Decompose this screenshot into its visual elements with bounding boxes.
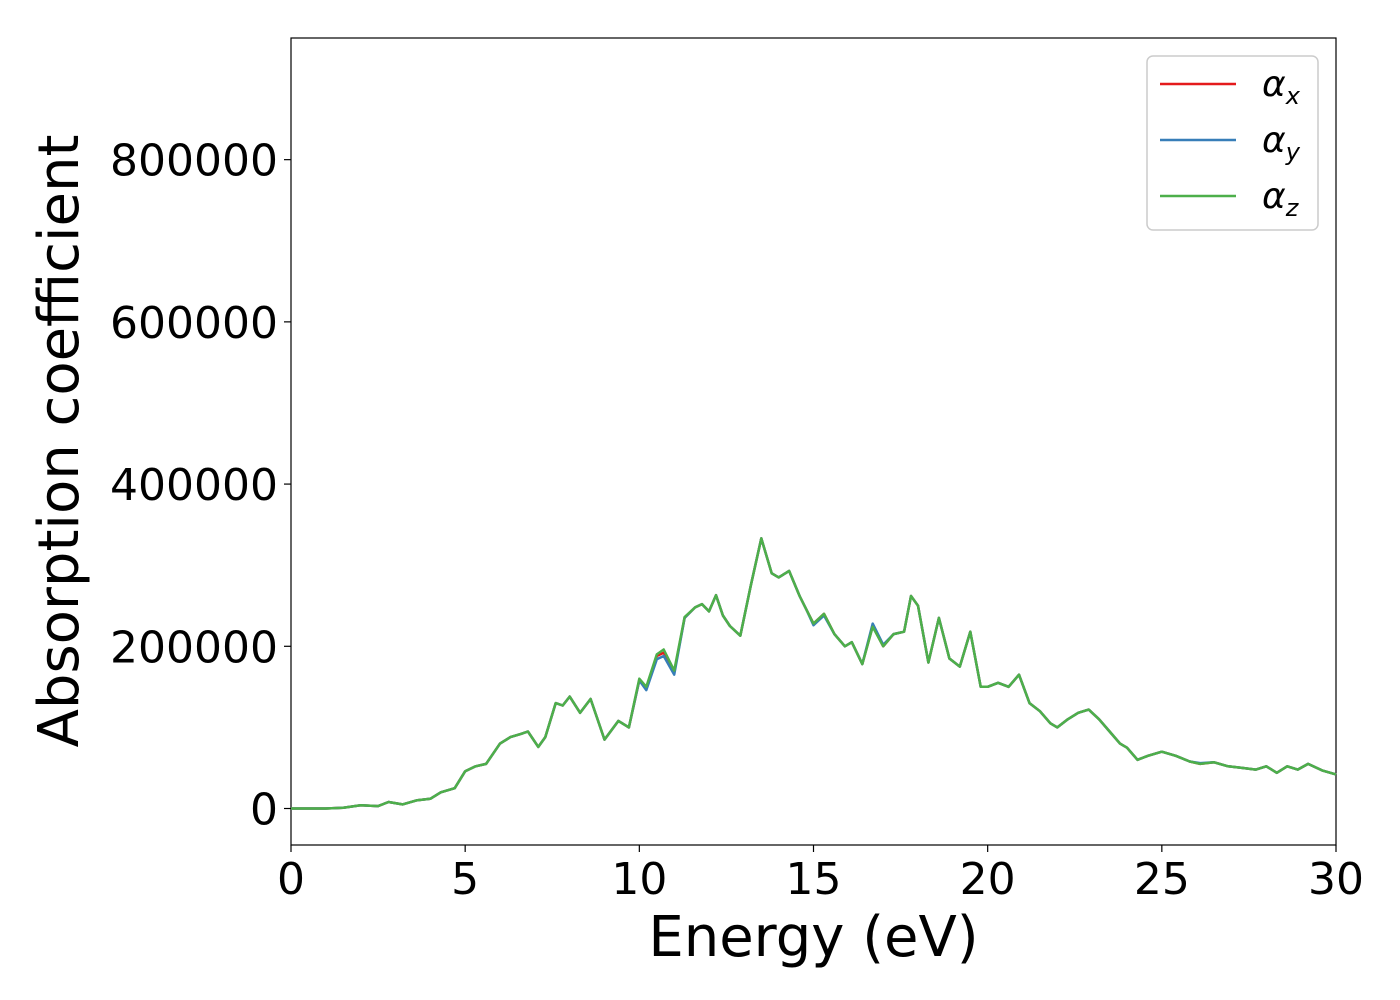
x-tick-label: 10: [611, 854, 667, 905]
series-layer: [291, 537, 1337, 810]
x-ticks: 0 5 10 15 20 25 30: [277, 845, 1364, 905]
x-axis-label: Energy (eV): [648, 905, 978, 970]
y-tick-label: 200000: [110, 622, 278, 673]
y-tick-label: 800000: [110, 136, 278, 187]
x-tick-label: 15: [786, 854, 842, 905]
legend-subscript: x: [1285, 82, 1301, 110]
x-tick-label: 30: [1308, 854, 1364, 905]
x-tick-label: 25: [1134, 854, 1190, 905]
y-tick-label: 0: [250, 785, 278, 836]
legend-subscript: z: [1285, 194, 1300, 222]
y-axis-label: Absorption coefficient: [27, 135, 92, 748]
x-tick-label: 20: [960, 854, 1016, 905]
y-tick-label: 400000: [110, 460, 278, 511]
y-ticks: 0 200000 400000 600000 800000: [110, 136, 291, 836]
legend-box: [1146, 55, 1319, 231]
legend-subscript: y: [1285, 138, 1301, 166]
y-tick-label: 600000: [110, 298, 278, 349]
series-line-z: [291, 537, 1337, 810]
x-tick-label: 5: [451, 854, 479, 905]
x-tick-label: 0: [277, 854, 305, 905]
